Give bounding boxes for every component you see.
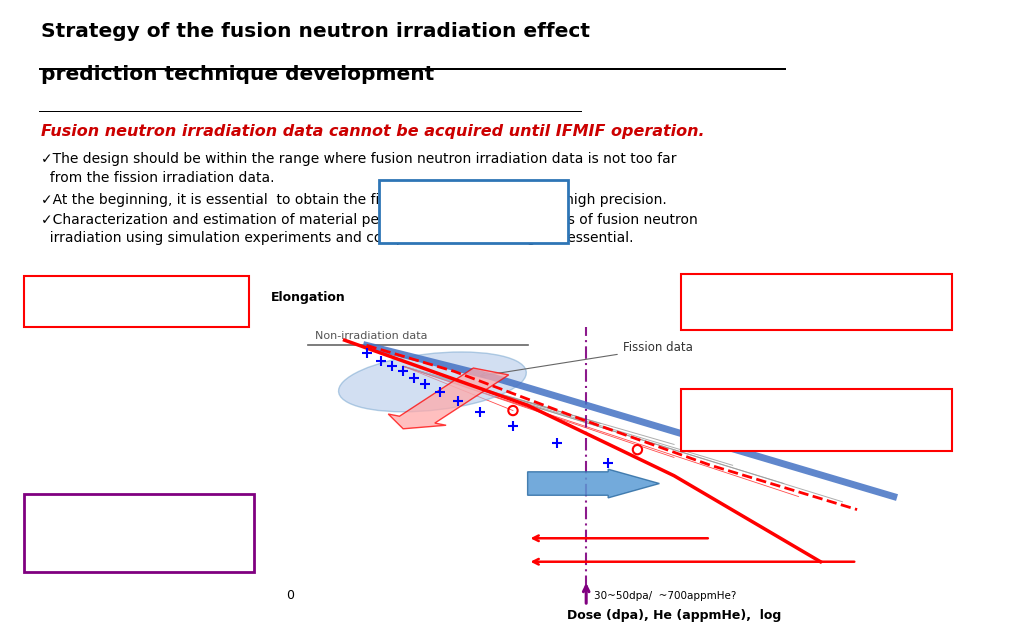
Text: Fusion neutron
irradiation data（IFMIF）: Fusion neutron irradiation data（IFMIF）	[721, 281, 913, 313]
Point	[505, 406, 521, 415]
Text: Fission data: Fission data	[480, 341, 692, 378]
FancyArrow shape	[527, 469, 659, 498]
FancyArrow shape	[388, 368, 509, 429]
Point	[358, 348, 375, 358]
Text: prediction technique development: prediction technique development	[41, 65, 434, 85]
Point	[505, 421, 521, 431]
Point	[472, 407, 488, 417]
Point	[600, 458, 616, 468]
Text: Prediction from simulation
experiments and
computational  modeling: Prediction from simulation experiments a…	[739, 396, 895, 439]
Text: Dose (dpa), He (appmHe),  log: Dose (dpa), He (appmHe), log	[567, 609, 781, 621]
Point	[629, 445, 646, 455]
Text: Irradiation data by
fission reactor tests: Irradiation data by fission reactor test…	[412, 188, 536, 216]
Text: 0: 0	[286, 589, 294, 602]
Text: Strategy of the fusion neutron irradiation effect: Strategy of the fusion neutron irradiati…	[41, 22, 590, 41]
Point	[549, 438, 565, 448]
Text: ✓The design should be within the range where fusion neutron irradiation data is : ✓The design should be within the range w…	[41, 152, 677, 185]
Text: Elongation: Elongation	[270, 290, 345, 304]
Text: Data needs to be obtained
in the early stage of IFMIF: Data needs to be obtained in the early s…	[52, 282, 220, 310]
Point	[373, 356, 389, 366]
Text: Fusion neutron irradiation data cannot be acquired until IFMIF operation.: Fusion neutron irradiation data cannot b…	[41, 124, 705, 139]
Point	[384, 361, 400, 371]
Text: It is important to predict
where the He/H effects
become critical: It is important to predict where the He/…	[41, 502, 236, 555]
Text: Non-irradiation data: Non-irradiation data	[315, 332, 428, 341]
Point	[450, 396, 466, 406]
Point	[395, 366, 412, 376]
Ellipse shape	[339, 352, 526, 412]
Point	[406, 373, 422, 383]
Text: 30~50dpa/  ~700appmHe?: 30~50dpa/ ~700appmHe?	[594, 591, 736, 601]
Text: ✓At the beginning, it is essential  to obtain the fission irradiation data with : ✓At the beginning, it is essential to ob…	[41, 193, 667, 207]
Point	[417, 379, 433, 389]
Point	[431, 388, 447, 397]
Text: ✓Characterization and estimation of material performance under high doses of fus: ✓Characterization and estimation of mate…	[41, 213, 697, 245]
